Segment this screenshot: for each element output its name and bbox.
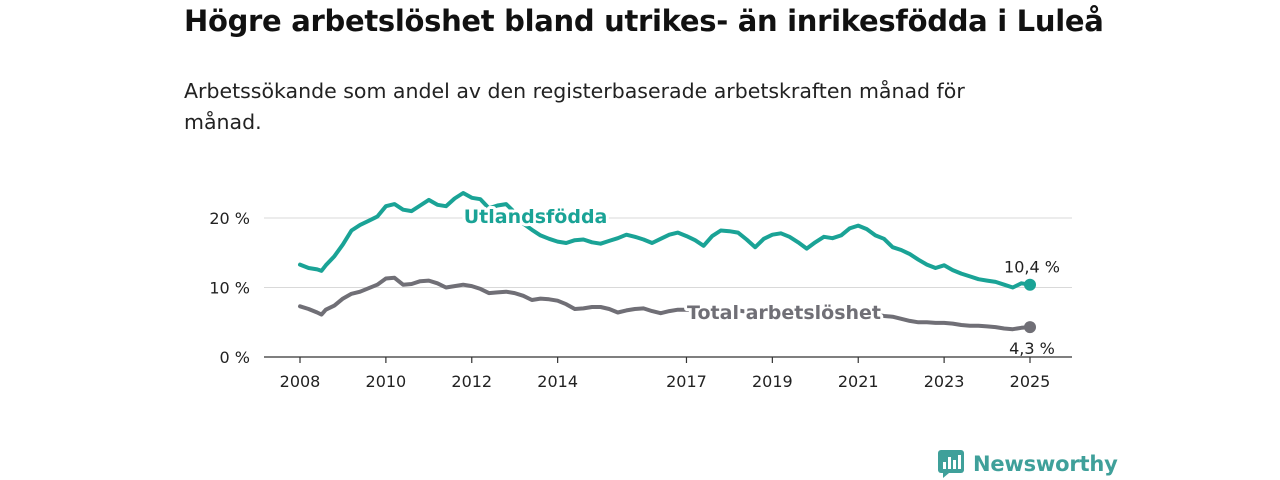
- y-tick-label-20: 20 %: [209, 209, 250, 228]
- x-axis-ticks: 2008 2010 2012 2014 2017 2019 2021 2023 2025: [280, 357, 1051, 391]
- series-lines: [298, 191, 1036, 334]
- brand-name: Newsworthy: [973, 452, 1118, 476]
- series-name-label-total: Total arbetslöshet: [687, 302, 881, 324]
- x-tick-label-2017: 2017: [666, 372, 707, 391]
- endpoint-dot-utlandsfodda: [1024, 278, 1036, 291]
- brand-logo: Newsworthy: [937, 449, 1118, 479]
- x-tick-label-2021: 2021: [838, 372, 879, 391]
- chart-title: Högre arbetslöshet bland utrikes- än inr…: [184, 4, 1104, 38]
- y-tick-label-10: 10 %: [209, 279, 250, 298]
- end-value-label-total: 4,3 %: [1009, 339, 1055, 358]
- x-tick-label-2010: 2010: [366, 372, 407, 391]
- y-axis-ticks: 0 % 10 % 20 %: [209, 209, 250, 367]
- x-tick-label-2014: 2014: [537, 372, 578, 391]
- y-tick-label-0: 0 %: [220, 348, 250, 367]
- x-tick-label-2012: 2012: [451, 372, 492, 391]
- newsworthy-logo-icon: [938, 450, 964, 478]
- series-labels: 10,4 % 4,3 % Utlandsfödda Total arbetslöshe…: [461, 203, 1060, 358]
- series-line-total: [298, 275, 1032, 332]
- line-chart: 0 % 10 % 20 % 2008 2010 2012 2014 2017 2019 2021…: [209, 191, 1072, 391]
- gridlines: [264, 217, 1072, 358]
- x-tick-label-2025: 2025: [1010, 372, 1051, 391]
- x-tick-label-2023: 2023: [924, 372, 965, 391]
- series-name-label-utlandsfodda: Utlandsfödda: [464, 206, 608, 228]
- chart-subtitle: Arbetssökande som andel av den registerb…: [184, 79, 965, 134]
- x-tick-label-2019: 2019: [752, 372, 793, 391]
- x-tick-label-2008: 2008: [280, 372, 321, 391]
- series-line-utlandsfodda: [298, 191, 1032, 290]
- endpoint-dot-total: [1024, 321, 1036, 334]
- end-value-label-utlandsfodda: 10,4 %: [1004, 258, 1060, 277]
